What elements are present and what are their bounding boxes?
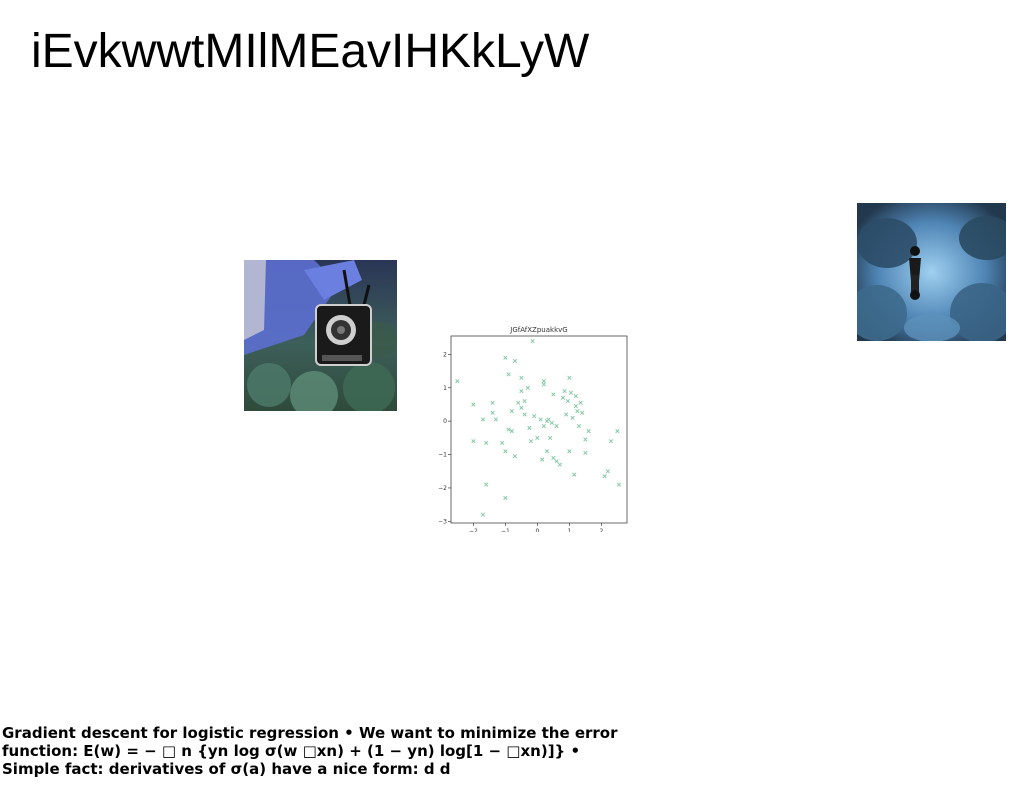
chart-title: JGfAfXZpuakkvG <box>509 326 567 334</box>
x-tick-label: −2 <box>469 528 478 532</box>
y-tick-label: −2 <box>438 485 447 492</box>
scatter-point <box>616 482 622 487</box>
scatter-point <box>528 439 534 444</box>
scatter-point <box>506 427 511 432</box>
scatter-point <box>519 375 524 380</box>
scatter-point <box>605 469 610 474</box>
scatter-point <box>578 400 583 405</box>
scatter-point <box>480 512 486 517</box>
scatter-point <box>564 412 569 417</box>
scatter-chart: JGfAfXZpuakkvG −2 −1 0 1 2 −3 −2 −1 0 1 2 <box>436 322 632 532</box>
scatter-point <box>548 435 553 440</box>
scatter-point <box>512 454 518 459</box>
scatter-plot: JGfAfXZpuakkvG −2 −1 0 1 2 −3 −2 −1 0 1 2 <box>438 326 628 532</box>
scatter-point <box>503 449 508 454</box>
scatter-point <box>522 398 527 404</box>
y-tick-label: 1 <box>443 385 447 392</box>
scatter-point <box>527 425 532 430</box>
scatter-point <box>522 412 527 417</box>
x-tick-label: 1 <box>567 528 571 532</box>
y-tick-label: −3 <box>438 518 447 525</box>
scatter-point <box>549 420 554 425</box>
scatter-point <box>541 378 546 384</box>
scatter-point <box>519 405 524 410</box>
data-points <box>455 338 622 517</box>
scatter-point <box>586 429 591 434</box>
scatter-point <box>480 417 486 422</box>
scatter-point <box>512 358 518 364</box>
plot-area <box>450 335 628 524</box>
scatter-point <box>572 472 577 477</box>
scatter-point <box>554 459 559 464</box>
scatter-point <box>544 449 550 454</box>
scatter-point <box>544 419 550 424</box>
scatter-point <box>573 393 578 399</box>
y-tick-label: −1 <box>438 452 447 459</box>
scatter-point <box>493 417 498 422</box>
scatter-point <box>509 409 514 414</box>
scatter-point <box>532 414 537 419</box>
scatter-point <box>573 404 578 409</box>
motorcycle-photo-graphic <box>857 203 1006 341</box>
scatter-point <box>570 415 575 420</box>
scatter-point <box>567 375 572 380</box>
scatter-point <box>560 395 566 400</box>
scatter-point <box>567 449 572 454</box>
motorcycle-photo <box>857 203 1006 341</box>
camera-photo-graphic <box>244 260 397 411</box>
scatter-point <box>580 410 585 415</box>
scatter-point <box>500 440 505 445</box>
scatter-point <box>490 400 495 405</box>
y-tick-label: 2 <box>443 351 447 358</box>
scatter-point <box>471 402 476 407</box>
scatter-point <box>506 372 511 377</box>
scatter-point <box>484 440 489 445</box>
x-tick-label: 0 <box>535 528 539 532</box>
scatter-point <box>535 435 540 440</box>
scatter-point <box>565 398 570 404</box>
scatter-point <box>525 385 530 390</box>
scatter-point <box>455 378 460 384</box>
camera-photo <box>244 260 397 411</box>
scatter-point <box>530 338 535 344</box>
slide-body-text: Gradient descent for logistic regression… <box>2 724 618 778</box>
scatter-point <box>608 439 614 444</box>
scatter-point <box>615 429 620 434</box>
scatter-point <box>554 424 559 429</box>
scatter-point <box>509 429 514 434</box>
x-tick-label: −1 <box>501 528 510 532</box>
axis-ticks: −2 −1 0 1 2 −3 −2 −1 0 1 2 <box>438 351 603 532</box>
scatter-point <box>503 495 508 501</box>
scatter-point <box>583 450 588 455</box>
scatter-point <box>540 457 545 462</box>
scatter-point <box>557 462 562 467</box>
scatter-point <box>484 482 489 487</box>
slide-title: iEvkwwtMIlMEavIHKkLyW <box>31 25 590 78</box>
scatter-point <box>471 439 476 444</box>
scatter-point <box>551 455 556 461</box>
scatter-point <box>551 392 556 397</box>
scatter-point <box>490 410 495 415</box>
scatter-point <box>541 382 546 387</box>
scatter-point <box>503 355 508 360</box>
scatter-point <box>568 390 574 395</box>
scatter-point <box>562 388 567 394</box>
scatter-point <box>519 388 524 394</box>
scatter-point <box>538 417 543 422</box>
scatter-point <box>575 409 580 414</box>
scatter-point <box>576 424 582 429</box>
scatter-point <box>583 437 588 442</box>
x-tick-label: 2 <box>599 528 603 532</box>
scatter-point <box>541 424 546 429</box>
scatter-point <box>602 474 607 479</box>
y-tick-label: 0 <box>443 418 447 425</box>
scatter-point <box>516 400 521 405</box>
